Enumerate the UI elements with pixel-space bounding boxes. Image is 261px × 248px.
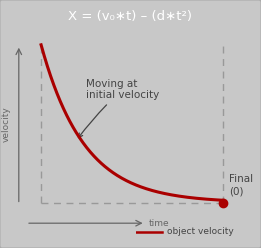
Text: X = (v₀∗t) – (d∗t²): X = (v₀∗t) – (d∗t²) (68, 10, 193, 23)
Text: Final
(0): Final (0) (229, 174, 253, 196)
Text: object velocity: object velocity (167, 227, 234, 236)
Text: time: time (148, 219, 169, 228)
Text: Moving at
initial velocity: Moving at initial velocity (79, 79, 159, 138)
Text: velocity: velocity (1, 106, 10, 142)
